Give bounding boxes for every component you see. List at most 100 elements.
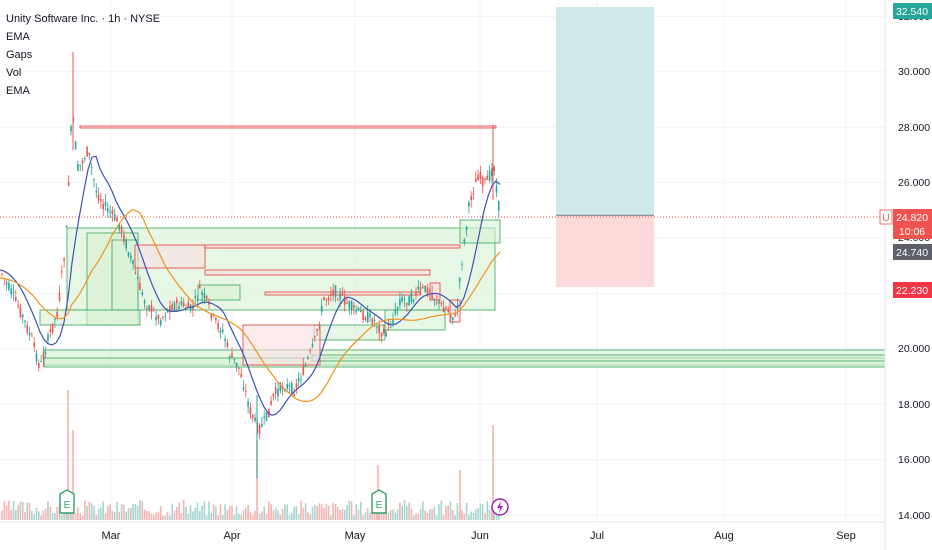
candle-body — [173, 303, 176, 310]
volume-bar — [196, 502, 199, 520]
volume-bar — [261, 511, 263, 520]
y-tick-label: 16.000 — [898, 454, 930, 466]
volume-bar — [263, 506, 265, 520]
volume-bar — [300, 500, 302, 520]
earnings-icon[interactable]: E — [371, 489, 387, 514]
candle-body — [5, 282, 8, 285]
candle-body — [102, 204, 104, 210]
volume-bar — [3, 501, 6, 520]
candle-body — [348, 301, 351, 309]
volume-bar — [116, 501, 118, 520]
candle-body — [217, 322, 219, 330]
gap-up-box — [313, 324, 386, 341]
svg-text:24.740: 24.740 — [896, 247, 928, 259]
x-tick-label: Jul — [590, 530, 604, 542]
candle-body — [274, 387, 277, 395]
indicator-ema[interactable]: EMA — [6, 85, 30, 97]
candle-body — [445, 307, 447, 310]
prev-price-badge: 24.740 — [893, 244, 932, 260]
chart-legend: Unity Software Inc. · 1h · NYSE EMA Gaps… — [6, 10, 160, 100]
svg-text:U: U — [882, 213, 889, 224]
y-tick-label: 14.000 — [898, 510, 930, 522]
candle-body — [458, 277, 461, 283]
candle-body — [31, 335, 33, 337]
candle-body — [392, 319, 394, 324]
volume-bar — [291, 512, 293, 520]
volume-bar — [219, 504, 222, 520]
gap-up-box — [311, 354, 886, 362]
candle-body — [104, 201, 107, 207]
y-tick-label: 30.000 — [898, 66, 930, 78]
volume-bar — [157, 511, 160, 520]
candle-body — [15, 297, 17, 301]
volume-bar — [164, 515, 167, 520]
volume-bar — [90, 502, 93, 520]
candle-body — [417, 286, 420, 290]
candle-body — [159, 320, 162, 325]
volume-bar — [134, 503, 137, 520]
candle-body — [343, 296, 346, 305]
candle-body — [371, 318, 374, 325]
volume-bar — [189, 505, 192, 520]
volume-bar — [258, 513, 261, 520]
ema-lines — [0, 155, 501, 416]
stop-zone — [556, 215, 654, 288]
candle-body — [88, 153, 91, 155]
candle-body — [38, 363, 40, 368]
volume-bar — [279, 514, 282, 520]
volume-bar — [307, 512, 309, 520]
volume-bar — [35, 507, 38, 520]
symbol-flag-badge: U — [879, 209, 893, 225]
volume-bar — [327, 505, 330, 520]
volume-bar — [337, 507, 339, 520]
candle-body — [334, 285, 337, 298]
volume-bar — [309, 514, 311, 520]
candle-body — [238, 367, 240, 369]
volume-bar — [477, 507, 479, 520]
volume-bar — [54, 513, 56, 520]
flash-event-icon[interactable] — [491, 498, 509, 516]
candle-body — [320, 306, 323, 312]
volume-bar — [270, 503, 272, 520]
candle-body — [49, 329, 52, 332]
candle-body — [263, 416, 265, 418]
candle-body — [162, 316, 164, 318]
time-axis: Mar Apr May Jun Jul Aug Sep — [0, 521, 885, 550]
volume-bar — [77, 507, 79, 520]
candle-body — [376, 326, 378, 328]
candle-body — [307, 357, 309, 359]
volume-bar — [302, 507, 305, 520]
volume-bar — [118, 512, 121, 520]
volume-bar — [86, 505, 88, 520]
symbol-title[interactable]: Unity Software Inc. · 1h · NYSE — [6, 13, 161, 25]
volume-bar — [357, 509, 360, 520]
volume-bar — [465, 502, 468, 520]
volume-bar — [217, 515, 219, 520]
gap-up-box — [111, 239, 139, 311]
candle-body — [479, 172, 482, 179]
indicator-ema[interactable]: EMA — [6, 31, 30, 43]
candle-body — [21, 314, 24, 318]
volume-bar — [399, 502, 401, 520]
svg-text:22.230: 22.230 — [896, 285, 928, 297]
candle-body — [389, 326, 392, 328]
candle-body — [84, 158, 86, 160]
volume-bar — [341, 509, 344, 520]
volume-bar — [380, 511, 383, 520]
volume-bar — [348, 500, 351, 520]
indicator-vol[interactable]: Vol — [6, 67, 22, 79]
volume-bar — [28, 503, 31, 520]
indicator-gaps[interactable]: Gaps — [6, 49, 33, 61]
volume-bar — [323, 508, 325, 520]
volume-bar — [210, 512, 213, 520]
candle-body — [210, 313, 213, 319]
candle-body — [463, 239, 466, 243]
candle-body — [272, 393, 275, 397]
candle-body — [435, 302, 438, 304]
volume-bar — [222, 515, 224, 520]
volume-bar — [10, 509, 12, 520]
volume-bar — [47, 501, 49, 520]
earnings-icon[interactable]: E — [59, 489, 75, 514]
volume-bars — [1, 390, 500, 520]
